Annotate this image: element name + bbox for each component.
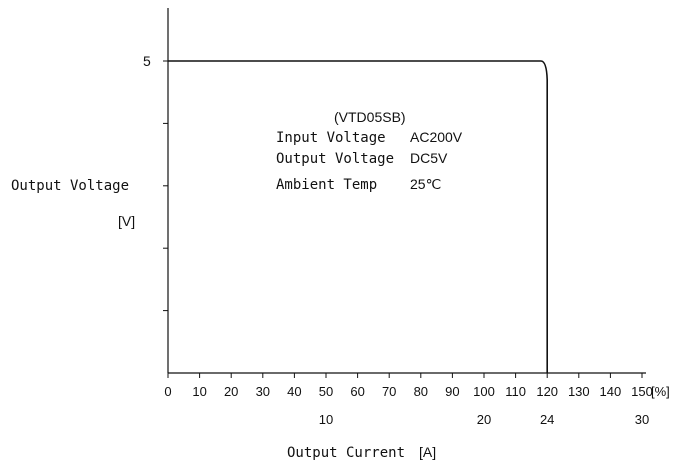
x-tick-label-ampere: 24 xyxy=(540,412,554,427)
x-tick-label-ampere: 20 xyxy=(477,412,491,427)
input-voltage-label: Input Voltage xyxy=(276,130,386,146)
x-tick-label-percent: 0 xyxy=(164,384,171,399)
x-tick-label-percent: 60 xyxy=(350,384,364,399)
ambient-temp-label: Ambient Temp xyxy=(276,177,377,193)
x-tick-label-ampere: 30 xyxy=(635,412,649,427)
x-tick-label-percent: 130 xyxy=(568,384,590,399)
y-axis-label: Output Voltage xyxy=(11,178,129,194)
output-voltage-label: Output Voltage xyxy=(276,151,394,167)
x-percent-unit: [%] xyxy=(651,384,670,399)
x-axis-label: Output Current xyxy=(287,445,405,461)
y-axis-unit: [V] xyxy=(118,213,135,229)
x-tick-label-percent: 110 xyxy=(505,384,526,399)
x-tick-label-percent: 150 xyxy=(631,384,653,399)
model-label: (VTD05SB) xyxy=(334,109,406,125)
x-tick-label-percent: 70 xyxy=(382,384,396,399)
x-tick-label-percent: 80 xyxy=(414,384,428,399)
x-tick-label-percent: 10 xyxy=(192,384,206,399)
x-tick-label-percent: 100 xyxy=(473,384,495,399)
x-tick-label-percent: 20 xyxy=(224,384,238,399)
x-axis-unit: [A] xyxy=(419,444,436,460)
x-tick-label-percent: 140 xyxy=(600,384,622,399)
x-tick-label-percent: 30 xyxy=(256,384,270,399)
x-tick-label-percent: 40 xyxy=(287,384,301,399)
x-tick-label-percent: 50 xyxy=(319,384,333,399)
spec-annotation: (VTD05SB) Input Voltage AC200V Output Vo… xyxy=(276,109,463,193)
output-voltage-value: DC5V xyxy=(410,150,448,166)
x-tick-label-percent: 90 xyxy=(445,384,459,399)
ambient-temp-value: 25℃ xyxy=(410,176,441,192)
characteristic-curve xyxy=(168,60,548,373)
y-tick-label: 5 xyxy=(143,53,151,69)
input-voltage-value: AC200V xyxy=(410,129,463,145)
x-tick-label-percent: 120 xyxy=(536,384,558,399)
x-tick-label-ampere: 10 xyxy=(319,412,333,427)
